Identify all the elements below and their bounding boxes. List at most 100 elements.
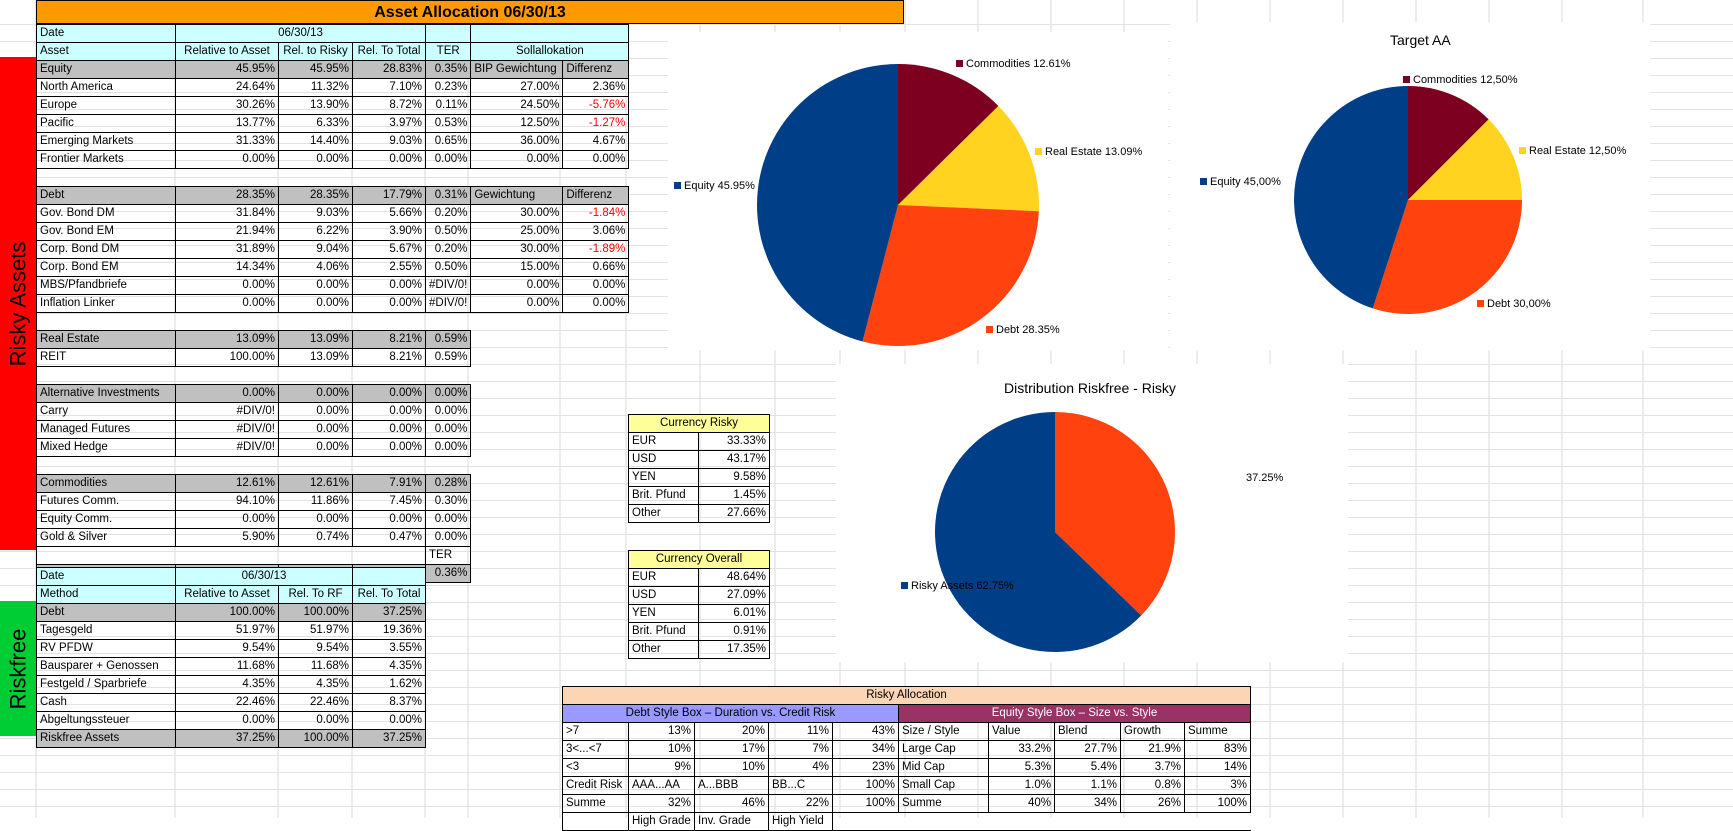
empty-cell[interactable] (278, 456, 353, 475)
empty-cell[interactable] (175, 168, 279, 187)
value-cell[interactable]: 0.20% (424, 240, 472, 259)
target-cell[interactable]: 27.00% (470, 78, 564, 97)
value-cell[interactable]: 9.03% (352, 132, 426, 151)
style-box-cell[interactable]: 13% (628, 722, 695, 741)
value-cell[interactable]: #DIV/0! (175, 420, 279, 439)
style-box-cell[interactable]: 22% (768, 794, 833, 813)
style-box-cell[interactable]: 3% (1184, 776, 1251, 795)
risky-allocation-title[interactable]: Risky Allocation (562, 686, 1251, 705)
empty-cell[interactable] (424, 24, 472, 43)
value-cell[interactable]: 14.34% (175, 258, 279, 277)
style-box-cell[interactable]: 14% (1184, 758, 1251, 777)
value-cell[interactable]: 0.00% (352, 150, 426, 169)
currency-name[interactable]: Other (628, 504, 699, 523)
value-cell[interactable]: 13.09% (278, 330, 353, 349)
diff-cell[interactable]: 3.06% (562, 222, 630, 241)
value-cell[interactable]: 0.00% (424, 402, 472, 421)
diff-cell[interactable]: 4.67% (562, 132, 630, 151)
empty-cell[interactable] (278, 546, 353, 565)
style-box-cell[interactable]: >7 (562, 722, 629, 741)
value-cell[interactable]: 0.00% (175, 711, 279, 730)
style-box-cell[interactable]: 5.4% (1054, 758, 1121, 777)
value-cell[interactable]: 11.68% (278, 657, 353, 676)
method-name[interactable]: Festgeld / Sparbriefe (36, 675, 176, 694)
value-cell[interactable]: 0.00% (352, 276, 426, 295)
value-cell[interactable]: 0.00% (352, 384, 426, 403)
value-cell[interactable]: #DIV/0! (175, 402, 279, 421)
value-cell[interactable]: 6.33% (278, 114, 353, 133)
diff-cell[interactable]: -1.84% (562, 204, 630, 223)
value-cell[interactable]: 8.21% (352, 348, 426, 367)
currency-name[interactable]: YEN (628, 604, 699, 623)
currency-name[interactable]: EUR (628, 568, 699, 587)
asset-name[interactable]: Emerging Markets (36, 132, 176, 151)
value-cell[interactable]: 0.00% (175, 510, 279, 529)
method-name[interactable]: Debt (36, 603, 176, 622)
value-cell[interactable]: 11.32% (278, 78, 353, 97)
value-cell[interactable]: 0.00% (278, 384, 353, 403)
sub-header[interactable]: Differenz (562, 186, 630, 205)
value-cell[interactable]: 5.66% (352, 204, 426, 223)
empty-cell[interactable] (352, 546, 426, 565)
value-cell[interactable]: 51.97% (175, 621, 279, 640)
value-cell[interactable]: 13.09% (175, 330, 279, 349)
value-cell[interactable]: 3.55% (352, 639, 426, 658)
asset-name[interactable]: Equity Comm. (36, 510, 176, 529)
asset-name[interactable]: Commodities (36, 474, 176, 493)
rel-asset-header[interactable]: Relative to Asset (175, 42, 279, 61)
value-cell[interactable]: 0.00% (424, 150, 472, 169)
diff-cell[interactable]: 0.00% (562, 276, 630, 295)
value-cell[interactable]: #DIV/0! (424, 276, 472, 295)
value-cell[interactable]: 4.35% (352, 657, 426, 676)
value-cell[interactable]: 6.22% (278, 222, 353, 241)
value-cell[interactable]: 13.09% (278, 348, 353, 367)
style-box-cell[interactable]: 11% (768, 722, 833, 741)
currency-value[interactable]: 33.33% (698, 432, 770, 451)
target-cell[interactable]: 30.00% (470, 240, 564, 259)
empty-cell[interactable] (175, 546, 279, 565)
value-cell[interactable]: 9.54% (175, 639, 279, 658)
asset-name[interactable]: Corp. Bond EM (36, 258, 176, 277)
value-cell[interactable]: 12.61% (278, 474, 353, 493)
value-cell[interactable]: 0.00% (352, 711, 426, 730)
empty-cell[interactable] (36, 546, 176, 565)
empty-cell[interactable] (175, 366, 279, 385)
value-cell[interactable]: 100.00% (278, 603, 353, 622)
value-cell[interactable]: #DIV/0! (424, 294, 472, 313)
value-cell[interactable]: 0.50% (424, 222, 472, 241)
asset-name[interactable]: Real Estate (36, 330, 176, 349)
diff-cell[interactable]: -1.27% (562, 114, 630, 133)
style-box-cell[interactable]: 10% (628, 740, 695, 759)
empty-cell[interactable] (278, 312, 353, 331)
currency-name[interactable]: Brit. Pfund (628, 622, 699, 641)
equity-style-box-title[interactable]: Equity Style Box – Size vs. Style (898, 704, 1251, 723)
value-cell[interactable]: 0.28% (424, 474, 472, 493)
style-box-cell[interactable]: 34% (1054, 794, 1121, 813)
value-cell[interactable]: 45.95% (175, 60, 279, 79)
value-cell[interactable]: 2.55% (352, 258, 426, 277)
diff-cell[interactable]: 0.66% (562, 258, 630, 277)
date-value[interactable]: 06/30/13 (175, 24, 426, 43)
rel-risky-header[interactable]: Rel. to Risky (278, 42, 353, 61)
target-cell[interactable]: 0.00% (470, 150, 564, 169)
currency-title[interactable]: Currency Overall (628, 550, 770, 569)
value-cell[interactable]: 7.10% (352, 78, 426, 97)
diff-cell[interactable]: 0.00% (562, 294, 630, 313)
value-cell[interactable]: 0.00% (278, 438, 353, 457)
asset-name[interactable]: North America (36, 78, 176, 97)
target-cell[interactable]: 36.00% (470, 132, 564, 151)
value-cell[interactable]: 28.35% (278, 186, 353, 205)
asset-name[interactable]: Alternative Investments (36, 384, 176, 403)
value-cell[interactable]: 0.00% (278, 294, 353, 313)
style-box-cell[interactable]: 1.1% (1054, 776, 1121, 795)
sollallokation-header[interactable]: Sollallokation (470, 42, 630, 61)
empty-cell[interactable] (352, 567, 426, 586)
style-box-cell[interactable]: 32% (628, 794, 695, 813)
value-cell[interactable]: 0.31% (424, 186, 472, 205)
style-box-cell[interactable]: 3.7% (1120, 758, 1185, 777)
empty-cell[interactable] (36, 366, 176, 385)
method-name[interactable]: Riskfree Assets (36, 729, 176, 748)
style-box-cell[interactable]: Mid Cap (898, 758, 989, 777)
column-header[interactable]: Rel. To Total (352, 585, 426, 604)
style-box-cell[interactable]: High Yield (768, 812, 833, 831)
